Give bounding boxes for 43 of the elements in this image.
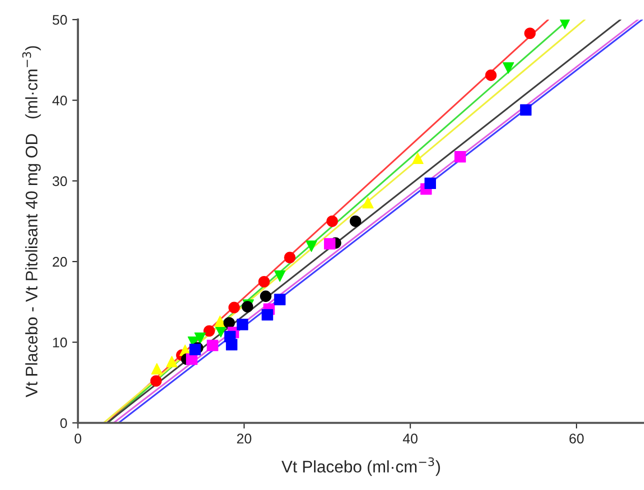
point — [214, 316, 226, 327]
point — [274, 270, 286, 282]
point — [424, 178, 436, 190]
point — [224, 330, 236, 342]
y-axis-title: Vt Placebo - Vt Pitolisant 40 mg OD (ml·cm$^{−3}$) — [22, 46, 41, 398]
x-tick-label: 60 — [569, 434, 584, 444]
point — [194, 332, 206, 344]
point — [151, 363, 163, 375]
point — [274, 294, 286, 306]
point — [236, 318, 248, 330]
y-tick-label: 30 — [52, 176, 67, 186]
point — [350, 216, 362, 227]
point — [362, 196, 374, 208]
point — [186, 353, 198, 365]
point — [326, 216, 338, 227]
point — [262, 309, 274, 321]
point — [166, 356, 178, 368]
point — [206, 340, 218, 352]
y-tick-label: 50 — [52, 14, 67, 25]
point — [258, 276, 270, 288]
point — [324, 238, 336, 250]
point — [223, 317, 235, 329]
point — [228, 302, 240, 314]
y-tick-label: 0 — [60, 418, 67, 428]
point — [485, 70, 497, 81]
point — [412, 152, 424, 164]
x-tick-label: 20 — [237, 434, 252, 444]
point — [454, 150, 466, 162]
y-tick-label: 20 — [52, 256, 67, 267]
point — [150, 375, 162, 387]
point — [189, 344, 201, 356]
point — [284, 252, 296, 264]
x-axis-title: Vt Placebo (ml·cm$^{−3}$) — [282, 457, 440, 476]
x-tick-label: 0 — [74, 434, 82, 444]
point — [203, 325, 215, 337]
point — [524, 28, 536, 40]
y-tick-label: 40 — [52, 96, 67, 106]
point — [502, 62, 514, 74]
y-tick-label: 10 — [53, 338, 67, 348]
point — [520, 104, 532, 116]
x-tick-label: 40 — [402, 434, 418, 444]
point — [306, 240, 318, 252]
point — [260, 290, 272, 302]
